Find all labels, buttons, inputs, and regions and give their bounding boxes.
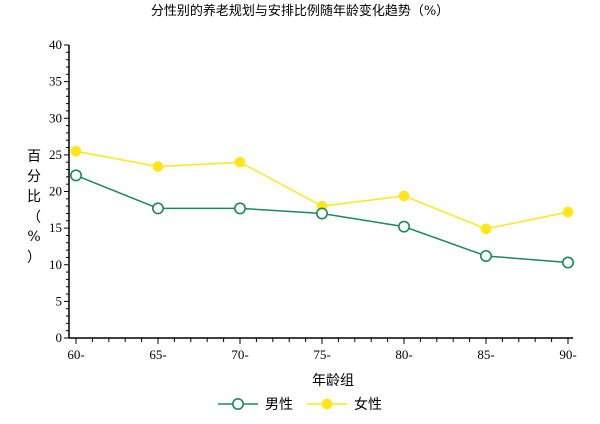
data-point: [479, 249, 492, 262]
series-female: [70, 145, 574, 235]
y-axis-ticks: 0 5 10 15 20 25 30 35 40: [49, 37, 69, 345]
data-point: [315, 207, 328, 220]
legend-item-male: 男性: [218, 397, 293, 413]
y-tick-label: 15: [49, 220, 62, 235]
x-tick-label: 90-: [559, 347, 576, 362]
axes: [68, 45, 573, 339]
data-point: [70, 145, 82, 157]
legend-marker: [321, 398, 333, 410]
y-axis-title-part-4: （: [27, 210, 41, 226]
data-point: [70, 169, 83, 182]
legend: 男性 女性: [218, 396, 382, 413]
data-point: [234, 156, 246, 168]
y-tick-label: 30: [49, 110, 62, 125]
y-axis-title-part-6: ）: [27, 250, 41, 266]
y-tick-label: 40: [49, 37, 62, 52]
data-point: [561, 256, 574, 269]
chart-title: 分性别的养老规划与安排比例随年龄变化趋势（%）: [151, 3, 449, 19]
y-tick-label: 20: [49, 184, 62, 199]
y-tick-label: 35: [49, 74, 62, 89]
y-axis-title-part-5: %: [27, 229, 40, 245]
x-tick-label: 75-: [313, 347, 330, 362]
x-tick-label: 65-: [149, 347, 166, 362]
legend-item-female: 女性: [307, 396, 382, 413]
data-point: [397, 220, 410, 233]
y-axis-title: 百 分 比 （ % ）: [27, 149, 41, 266]
data-point: [152, 161, 164, 172]
y-tick-label: 0: [56, 330, 63, 345]
x-tick-label: 80-: [395, 347, 412, 362]
y-axis-title-part-2: 分: [27, 169, 41, 185]
data-point: [234, 202, 247, 215]
data-point: [562, 206, 574, 218]
series-male: [70, 169, 574, 269]
data-point: [480, 223, 492, 235]
series-layer: [70, 145, 574, 269]
y-axis-title-part-1: 百: [27, 149, 41, 165]
legend-marker: [232, 397, 245, 410]
legend-label: 男性: [265, 397, 293, 413]
legend-label: 女性: [354, 396, 382, 413]
y-axis-title-part-3: 比: [27, 189, 41, 205]
y-tick-label: 10: [49, 257, 62, 272]
x-tick-label: 70-: [231, 347, 248, 362]
x-axis-ticks: 60- 65- 70- 75- 80- 85- 90-: [67, 338, 577, 362]
x-tick-label: 60-: [67, 347, 84, 362]
y-tick-label: 25: [49, 147, 62, 162]
data-point: [398, 190, 410, 202]
x-axis-title: 年龄组: [312, 373, 354, 389]
y-tick-label: 5: [56, 293, 63, 308]
x-tick-label: 85-: [477, 347, 494, 362]
data-point: [152, 202, 165, 215]
